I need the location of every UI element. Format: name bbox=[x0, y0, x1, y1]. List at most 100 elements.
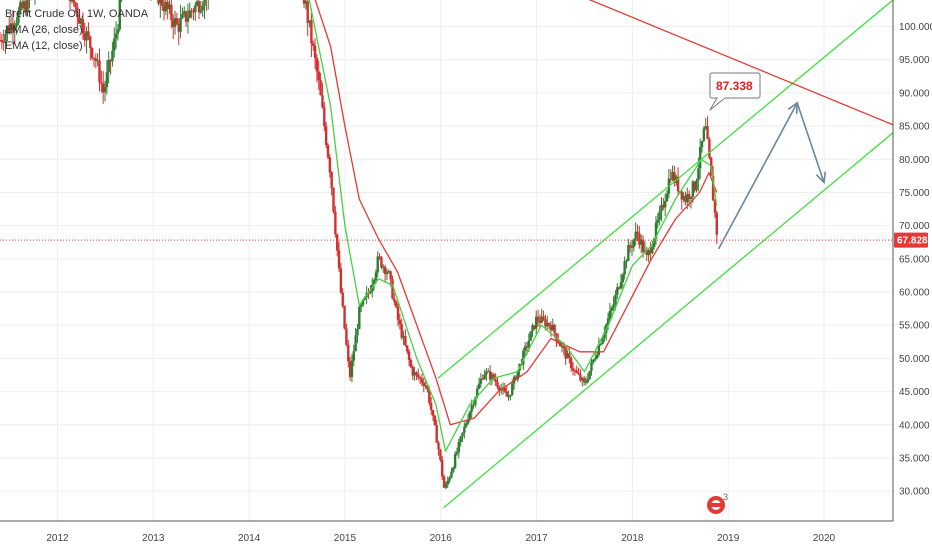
candle-body bbox=[413, 372, 416, 376]
candle-body bbox=[111, 50, 114, 62]
candle-body bbox=[409, 360, 413, 367]
callout-label: 87.338 bbox=[716, 79, 753, 93]
candle-body bbox=[441, 459, 444, 477]
candle-body bbox=[536, 316, 540, 321]
candle-body bbox=[645, 250, 648, 256]
candle-body bbox=[439, 449, 442, 460]
candle-body bbox=[347, 344, 350, 362]
candle-body bbox=[477, 383, 481, 389]
candle-body bbox=[606, 318, 610, 325]
candle-body bbox=[636, 231, 639, 234]
candle-body bbox=[549, 325, 553, 331]
candle-body bbox=[358, 306, 361, 329]
candle-body bbox=[13, 26, 16, 31]
y-tick-label: 95.000 bbox=[899, 55, 930, 66]
candle-body bbox=[81, 19, 85, 34]
candle-body bbox=[453, 454, 457, 468]
candle-body bbox=[663, 201, 667, 208]
candle-body bbox=[534, 316, 538, 329]
candle-body bbox=[418, 377, 422, 379]
candle-body bbox=[592, 359, 595, 363]
candle-body bbox=[612, 304, 615, 308]
candle-body bbox=[700, 140, 704, 147]
candle-body bbox=[448, 477, 451, 481]
candle-body bbox=[533, 325, 536, 329]
candle-body bbox=[492, 374, 496, 380]
y-tick-label: 100.000 bbox=[899, 22, 932, 33]
candle-body bbox=[308, 20, 311, 23]
candle-body bbox=[706, 126, 709, 140]
candle-body bbox=[470, 405, 473, 412]
candle-body bbox=[192, 11, 195, 13]
candle-body bbox=[562, 346, 566, 349]
candle-body bbox=[190, 10, 193, 12]
candle-body bbox=[383, 266, 387, 275]
candle-body bbox=[581, 378, 584, 381]
candle-body bbox=[74, 2, 77, 8]
candle-body bbox=[394, 301, 398, 307]
candle-body bbox=[702, 128, 706, 141]
y-tick-label: 55.000 bbox=[899, 321, 930, 332]
x-axis: 2012 2013 2014 2015 2016 2017 2018 2019 2020 bbox=[0, 520, 893, 544]
candle-body bbox=[4, 33, 7, 43]
candle-body bbox=[195, 1, 199, 6]
candle-body bbox=[630, 246, 634, 248]
candle-body bbox=[695, 180, 698, 191]
candle-body bbox=[372, 280, 376, 285]
candle-body bbox=[577, 372, 580, 375]
candle-body bbox=[632, 239, 636, 247]
candle-body bbox=[304, 1, 308, 4]
candle-body bbox=[488, 371, 492, 380]
projection-arrow bbox=[717, 102, 825, 250]
candle-body bbox=[660, 204, 663, 212]
candle-body bbox=[26, 0, 29, 13]
y-axis: 100.000 95.000 90.000 85.000 80.000 75.000 70.… bbox=[892, 0, 932, 521]
candle-body bbox=[588, 370, 591, 380]
candle-body bbox=[324, 126, 328, 146]
candle-body bbox=[551, 324, 554, 331]
candle-body bbox=[595, 354, 599, 359]
candle-body bbox=[483, 374, 486, 380]
candle-body bbox=[527, 340, 531, 348]
candle-body bbox=[579, 374, 582, 381]
candle-body bbox=[682, 196, 685, 200]
candle-body bbox=[157, 0, 160, 4]
x-tick-label: 2013 bbox=[142, 533, 165, 544]
candle-body bbox=[415, 372, 418, 375]
candle-body bbox=[529, 331, 532, 341]
candle-body bbox=[398, 319, 402, 324]
candle-body bbox=[433, 415, 437, 425]
candle-body bbox=[382, 266, 385, 268]
candle-body bbox=[584, 382, 588, 384]
candle-body bbox=[352, 351, 355, 361]
candle-body bbox=[417, 374, 420, 378]
candle-body bbox=[590, 362, 593, 371]
ema-12-line bbox=[308, 0, 718, 452]
candle-body bbox=[623, 261, 626, 275]
candle-body bbox=[376, 256, 379, 273]
candle-body bbox=[337, 250, 341, 269]
candle-body bbox=[85, 31, 88, 41]
legend-ema-slow: EMA (26, close) bbox=[5, 24, 83, 36]
candle-body bbox=[391, 279, 394, 299]
candle-body bbox=[459, 436, 462, 442]
candle-body bbox=[708, 139, 711, 158]
candle-body bbox=[162, 5, 166, 12]
candle-body bbox=[389, 271, 392, 280]
candle-body bbox=[90, 47, 94, 58]
candle-body bbox=[628, 245, 632, 248]
candle-body bbox=[8, 26, 11, 33]
candle-body bbox=[468, 411, 472, 420]
candle-body bbox=[457, 441, 461, 453]
candle-body bbox=[422, 382, 425, 387]
y-tick-label: 40.000 bbox=[899, 420, 930, 431]
candle-body bbox=[194, 5, 197, 13]
candle-body bbox=[116, 29, 120, 34]
candle-body bbox=[523, 346, 527, 351]
candle-body bbox=[378, 256, 381, 258]
candle-body bbox=[79, 19, 83, 24]
candle-body bbox=[100, 82, 103, 84]
candle-body bbox=[19, 2, 22, 11]
candle-body bbox=[183, 11, 186, 14]
